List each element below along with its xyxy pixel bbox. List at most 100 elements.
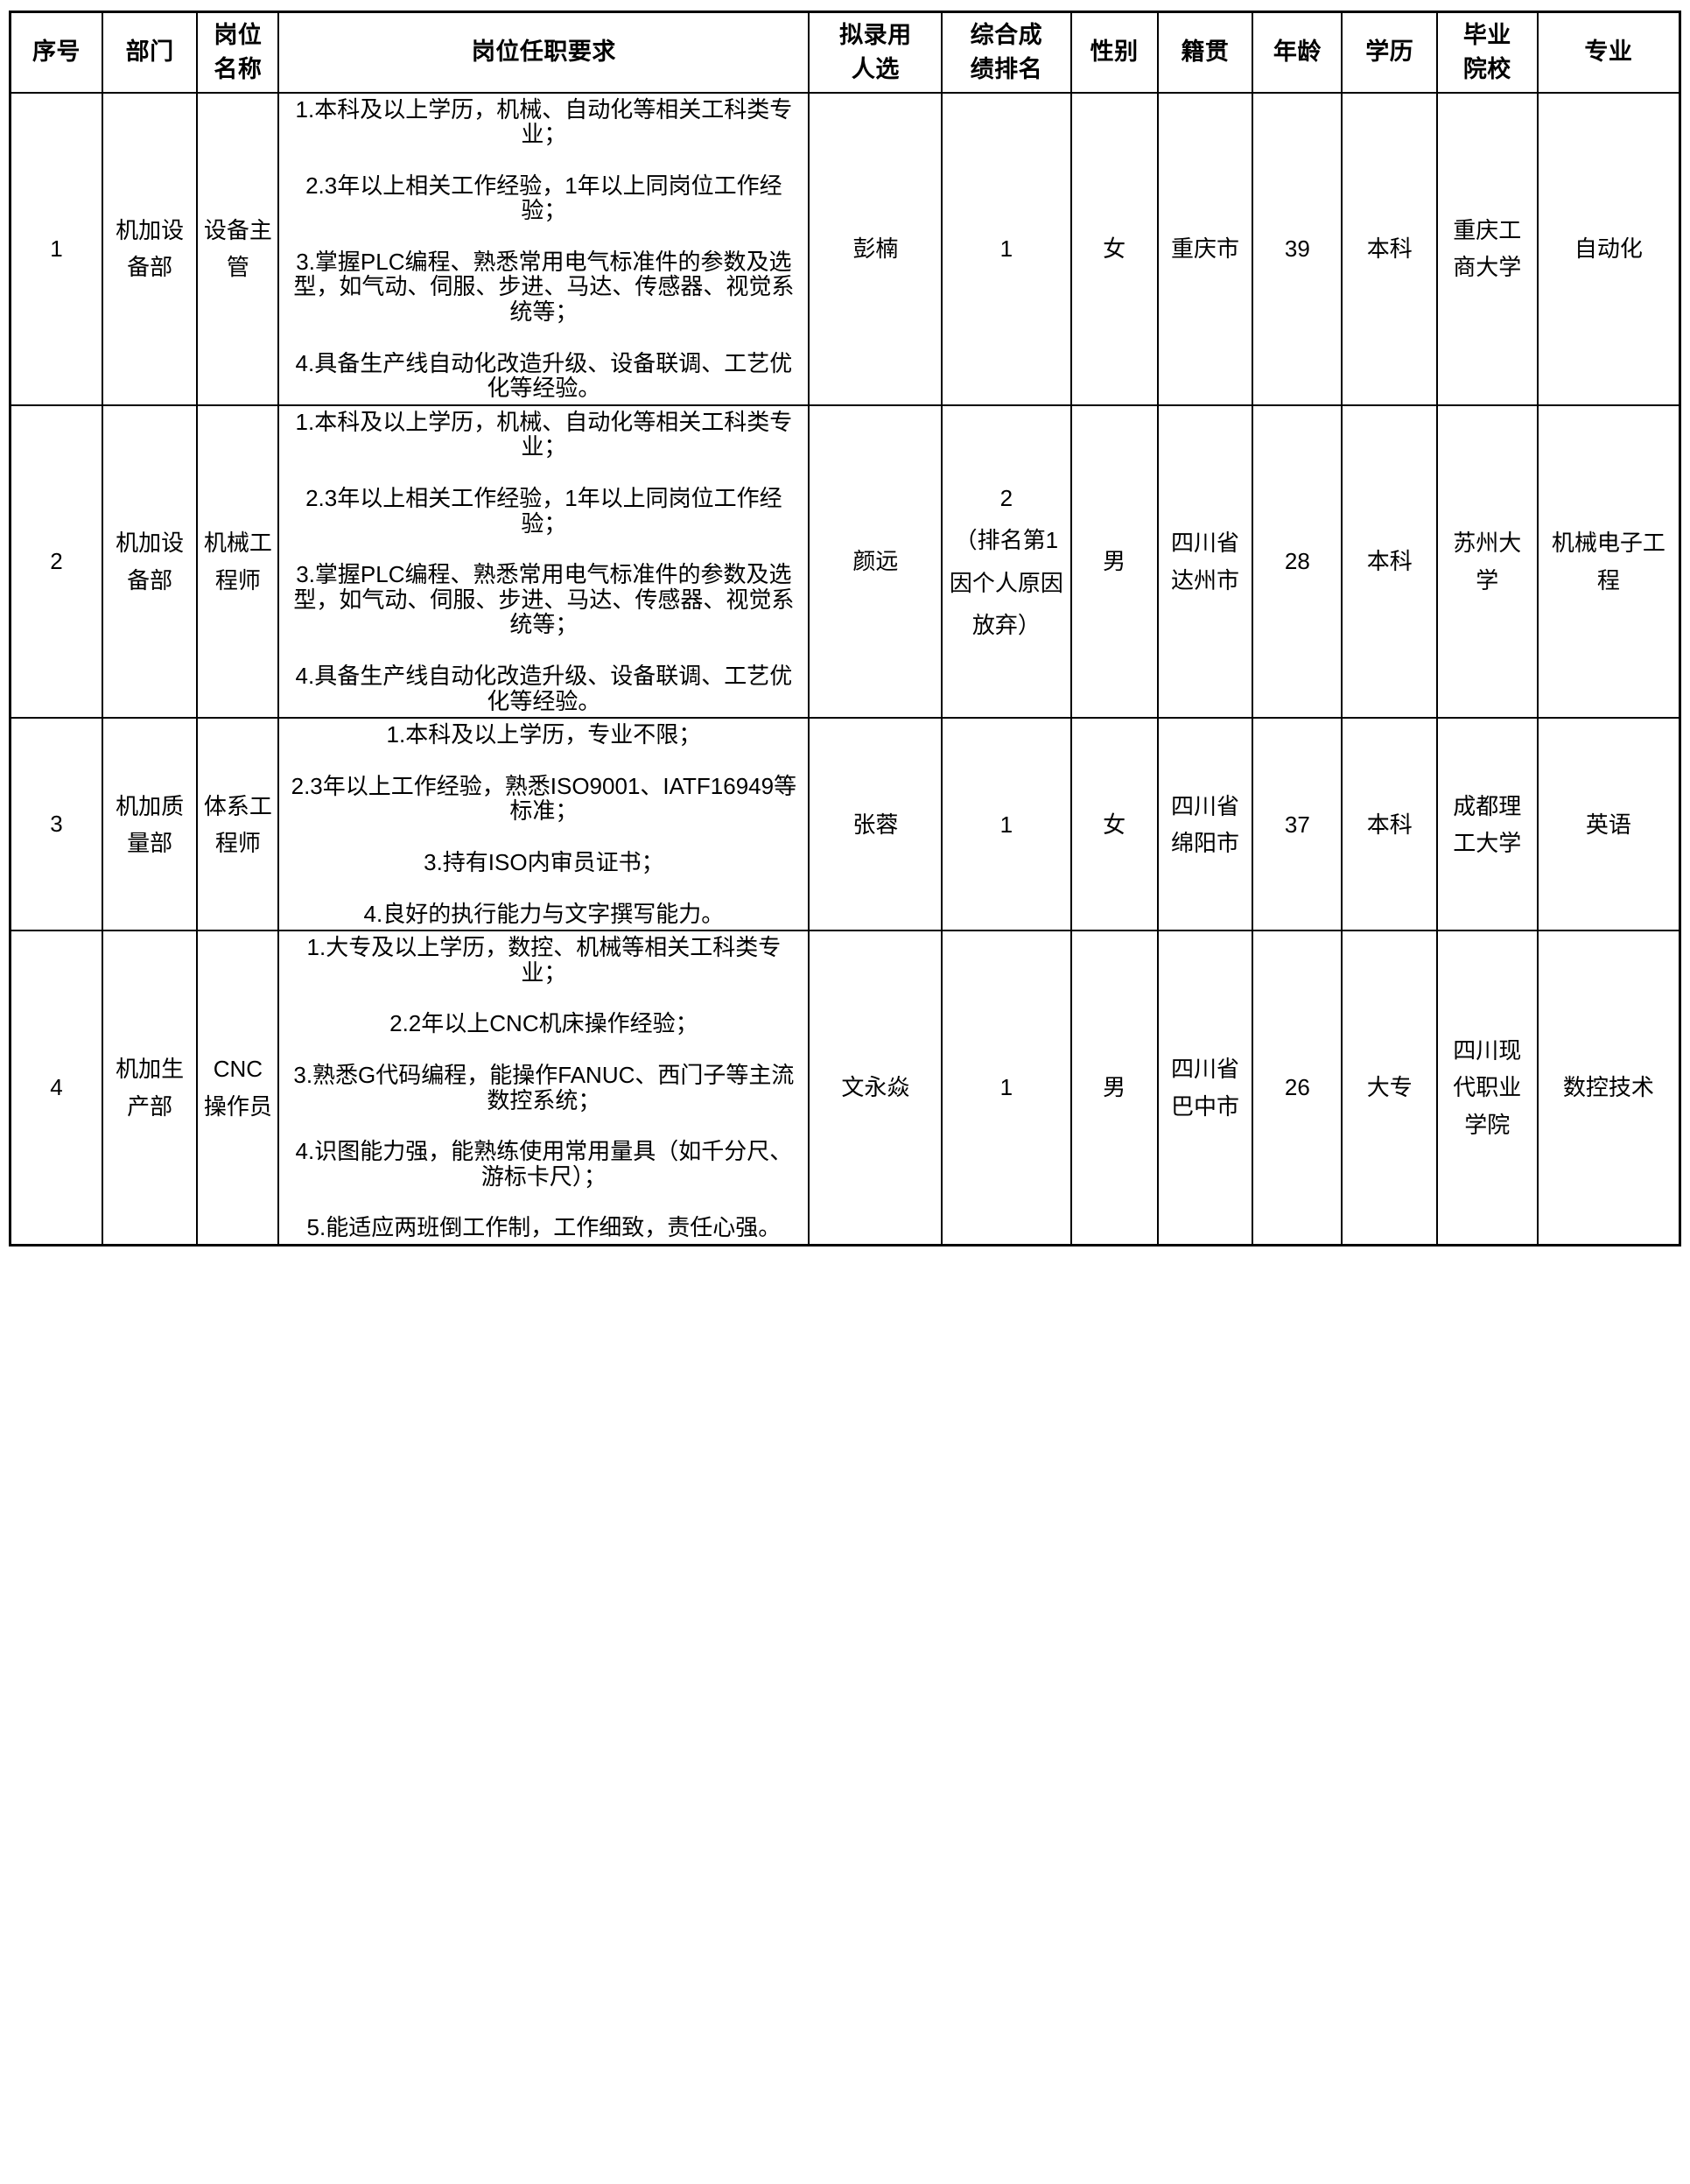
cell-school: 苏州大学 [1435,404,1539,720]
requirement-item: 1.本科及以上学历，专业不限； [386,721,702,748]
header-origin-line-1: 籍贯 [1181,39,1230,66]
recruitment-table: 序号 部门 岗位 名称 岗位任职要求 拟录用 人选 综合成 [9,11,1681,1246]
cell-candidate: 颜远 [808,404,943,720]
header-rank: 综合成 绩排名 [941,11,1072,94]
requirement-item: 4.具备生产线自动化改造升级、设备联调、工艺优化等经验。 [295,349,793,402]
header-education-line-1: 学历 [1365,39,1414,66]
header-post-name-line-2: 名称 [214,55,263,82]
header-department: 部门 [101,11,199,94]
cell-age: 28 [1252,404,1343,720]
requirement-item: 5.能适应两班倒工作制，工作细致，责任心强。 [306,1214,782,1241]
rank-number: 1 [999,235,1013,263]
header-row: 序号 部门 岗位 名称 岗位任职要求 拟录用 人选 综合成 [9,11,1681,94]
table-row: 4 机加生产部 CNC操作员 1.大专及以上学历，数控、机械等相关工科类专业； … [9,930,1681,1246]
cell-origin: 四川省巴中市 [1156,930,1254,1246]
requirement-item: 1.本科及以上学历，机械、自动化等相关工科类专业； [295,408,793,460]
table-sheet: 序号 部门 岗位 名称 岗位任职要求 拟录用 人选 综合成 [9,11,1681,1246]
header-gender-line-1: 性别 [1090,39,1139,66]
requirement-item: 2.2年以上CNC机床操作经验； [389,1010,698,1037]
header-gender: 性别 [1069,11,1159,94]
cell-rank: 1 [941,717,1072,932]
cell-gender: 男 [1069,930,1159,1246]
header-post-name-line-1: 岗位 [214,21,263,48]
header-major: 专业 [1536,11,1681,94]
cell-education: 本科 [1341,404,1438,720]
table-header: 序号 部门 岗位 名称 岗位任职要求 拟录用 人选 综合成 [9,11,1681,94]
rank-note: （排名第1因个人原因放弃） [949,527,1063,638]
cell-requirements: 1.本科及以上学历，机械、自动化等相关工科类专业； 2.3年以上相关工作经验，1… [277,91,810,406]
requirement-item: 1.本科及以上学历，机械、自动化等相关工科类专业； [295,95,793,148]
cell-education: 本科 [1341,91,1438,406]
cell-index: 2 [9,404,103,720]
cell-age: 39 [1252,91,1343,406]
header-school-line-2: 院校 [1462,55,1511,82]
header-department-line-1: 部门 [125,39,174,66]
cell-candidate: 张蓉 [808,717,943,932]
header-age: 年龄 [1252,11,1343,94]
cell-gender: 女 [1069,91,1159,406]
requirement-item: 1.大专及以上学历，数控、机械等相关工科类专业； [306,934,782,986]
table-row: 3 机加质量部 体系工程师 1.本科及以上学历，专业不限； 2.3年以上工作经验… [9,717,1681,932]
cell-candidate: 文永焱 [808,930,943,1246]
cell-age: 37 [1252,717,1343,932]
cell-rank: 2 （排名第1因个人原因放弃） [941,404,1072,720]
header-candidate-line-2: 人选 [851,55,900,82]
cell-school: 成都理工大学 [1435,717,1539,932]
header-candidate-line-1: 拟录用 [839,21,912,48]
requirement-item: 2.3年以上相关工作经验，1年以上同岗位工作经验； [305,485,782,537]
requirement-item: 4.具备生产线自动化改造升级、设备联调、工艺优化等经验。 [295,663,793,714]
table-row: 1 机加设备部 设备主管 1.本科及以上学历，机械、自动化等相关工科类专业； 2… [9,91,1681,406]
cell-requirements: 1.本科及以上学历，机械、自动化等相关工科类专业； 2.3年以上相关工作经验，1… [277,404,810,720]
cell-rank: 1 [941,91,1072,406]
header-requirements: 岗位任职要求 [277,11,810,94]
cell-index: 1 [9,91,103,406]
cell-major: 机械电子工程 [1536,404,1681,720]
header-rank-line-2: 绩排名 [970,55,1043,82]
cell-major: 英语 [1536,717,1681,932]
cell-age: 26 [1252,930,1343,1246]
cell-education: 大专 [1341,930,1438,1246]
cell-requirements: 1.大专及以上学历，数控、机械等相关工科类专业； 2.2年以上CNC机床操作经验… [277,930,810,1246]
cell-post-name: CNC操作员 [196,930,280,1246]
requirement-item: 2.3年以上工作经验，熟悉ISO9001、IATF16949等标准； [291,772,797,825]
cell-department: 机加质量部 [101,717,199,932]
requirement-item: 4.良好的执行能力与文字撰写能力。 [363,900,725,927]
rank-number: 1 [999,811,1013,838]
rank-number: 2 [999,485,1013,512]
cell-department: 机加生产部 [101,930,199,1246]
cell-post-name: 设备主管 [196,91,280,406]
rank-number: 1 [999,1074,1013,1101]
requirement-item: 2.3年以上相关工作经验，1年以上同岗位工作经验； [305,172,782,224]
header-index-line-1: 序号 [32,39,81,66]
cell-post-name: 体系工程师 [196,717,280,932]
cell-education: 本科 [1341,717,1438,932]
cell-rank: 1 [941,930,1072,1246]
header-education: 学历 [1341,11,1438,94]
header-post-name: 岗位 名称 [196,11,280,94]
requirement-item: 3.持有ISO内审员证书； [424,848,664,875]
requirement-item: 3.熟悉G代码编程，能操作FANUC、西门子等主流数控系统； [293,1061,795,1113]
requirement-item: 3.掌握PLC编程、熟悉常用电气标准件的参数及选型，如气动、伺服、步进、马达、传… [293,248,795,326]
header-candidate: 拟录用 人选 [808,11,943,94]
header-rank-line-1: 综合成 [970,21,1043,48]
cell-candidate: 彭楠 [808,91,943,406]
cell-origin: 四川省达州市 [1156,404,1254,720]
cell-post-name: 机械工程师 [196,404,280,720]
table-body: 1 机加设备部 设备主管 1.本科及以上学历，机械、自动化等相关工科类专业； 2… [9,91,1681,1246]
cell-origin: 四川省绵阳市 [1156,717,1254,932]
table-row: 2 机加设备部 机械工程师 1.本科及以上学历，机械、自动化等相关工科类专业； … [9,404,1681,720]
cell-school: 重庆工商大学 [1435,91,1539,406]
cell-requirements: 1.本科及以上学历，专业不限； 2.3年以上工作经验，熟悉ISO9001、IAT… [277,717,810,932]
cell-gender: 男 [1069,404,1159,720]
requirement-item: 4.识图能力强，能熟练使用常用量具（如千分尺、游标卡尺）； [295,1138,793,1190]
header-school: 毕业 院校 [1435,11,1539,94]
cell-school: 四川现代职业学院 [1435,930,1539,1246]
header-age-line-1: 年龄 [1273,39,1322,66]
header-major-line-1: 专业 [1584,39,1633,66]
header-origin: 籍贯 [1156,11,1254,94]
header-requirements-line-1: 岗位任职要求 [471,39,616,66]
cell-gender: 女 [1069,717,1159,932]
cell-index: 4 [9,930,103,1246]
cell-origin: 重庆市 [1156,91,1254,406]
header-school-line-1: 毕业 [1462,21,1511,48]
